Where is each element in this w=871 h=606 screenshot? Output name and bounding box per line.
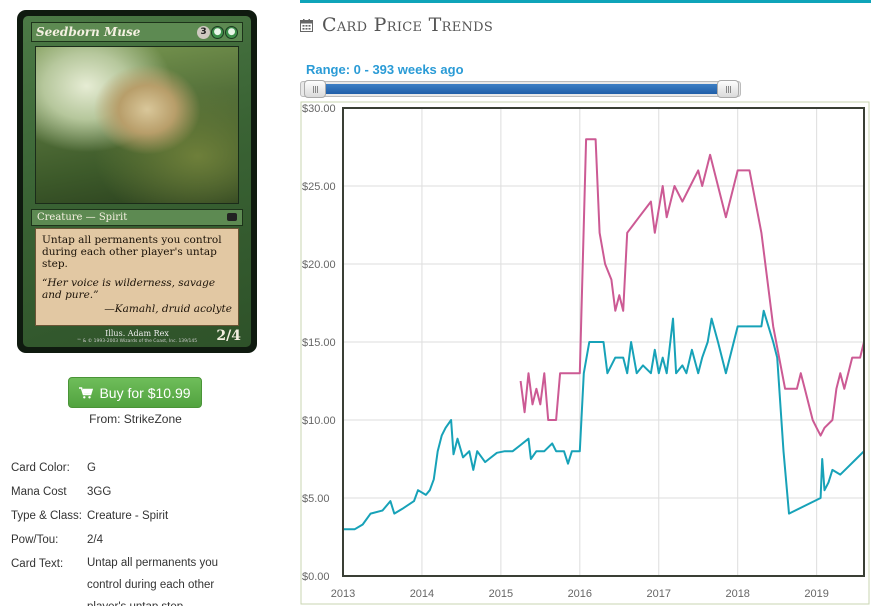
y-tick-label: $5.00: [302, 493, 330, 505]
buy-button-label: Buy for $10.99: [99, 384, 191, 401]
card-details-viewport: Card Color: G Mana Cost 3GG Type & Class…: [0, 450, 271, 606]
detail-row-color: Card Color: G: [11, 456, 261, 480]
card-rules-text: Untap all permanents you control during …: [42, 234, 222, 270]
x-tick-label: 2016: [568, 588, 592, 600]
x-tick-label: 2019: [804, 588, 828, 600]
card-frame: Seedborn Muse 3 ● ● Creature — Spirit Un…: [23, 16, 251, 347]
range-label: Range: 0 - 393 weeks ago: [306, 62, 464, 77]
card-illustrator: Illus. Adam Rex: [105, 329, 169, 338]
set-symbol-icon: [227, 213, 237, 221]
range-slider[interactable]: [300, 80, 741, 98]
card-image: Seedborn Muse 3 ● ● Creature — Spirit Un…: [17, 10, 257, 353]
y-tick-label: $15.00: [302, 337, 336, 349]
plot-border: [342, 107, 865, 577]
green-mana-icon: ●: [211, 25, 224, 39]
y-tick-label: $10.00: [302, 415, 336, 427]
detail-label: Mana Cost: [11, 486, 67, 498]
card-type-line: Creature — Spirit: [31, 209, 243, 226]
detail-label: Type & Class:: [11, 510, 82, 522]
detail-row-pow-tou: Pow/Tou: 2/4: [11, 528, 261, 552]
x-tick-label: 2014: [410, 588, 434, 600]
generic-mana-icon: 3: [197, 25, 210, 39]
x-tick-label: 2015: [489, 588, 513, 600]
x-tick-label: 2013: [331, 588, 355, 600]
x-tick-label: 2018: [725, 588, 749, 600]
y-tick-label: $0.00: [302, 571, 330, 583]
range-slider-fill: [315, 84, 728, 94]
price-chart-svg: $0.00 $5.00 $10.00 $15.00 $20.00 $25.00 $30.00…: [300, 101, 870, 605]
price-trends-header: Card Price Trends: [300, 14, 493, 36]
detail-row-type: Type & Class: Creature - Spirit: [11, 504, 261, 528]
y-tick-label: $25.00: [302, 181, 336, 193]
card-flavor-text: “Her voice is wilderness, savage and pur…: [42, 277, 216, 301]
y-tick-label: $20.00: [302, 259, 336, 271]
detail-label: Pow/Tou:: [11, 534, 59, 546]
detail-row-mana-cost: Mana Cost 3GG: [11, 480, 261, 504]
card-type-text: Creature — Spirit: [37, 212, 128, 223]
card-text-box: Untap all permanents you control during …: [35, 228, 239, 326]
card-details: Card Color: G Mana Cost 3GG Type & Class…: [11, 456, 261, 606]
card-flavor-attribution: —Kamahl, druid acolyte: [104, 303, 232, 315]
price-series-line-1: [343, 309, 865, 531]
price-chart: $0.00 $5.00 $10.00 $15.00 $20.00 $25.00 $30.00…: [300, 101, 871, 606]
y-tick-label: $30.00: [302, 103, 336, 115]
shopping-cart-icon: [79, 386, 94, 398]
seller-name: From: StrikeZone: [89, 412, 182, 426]
detail-value: Creature - Spirit: [87, 510, 169, 522]
detail-value: 2/4: [87, 534, 103, 546]
page-title: Card Price Trends: [322, 14, 494, 36]
range-slider-handle-start[interactable]: [304, 80, 326, 98]
card-copyright: ™ & © 1993-2003 Wizards of the Coast, In…: [76, 339, 198, 344]
detail-value: G: [87, 462, 96, 474]
range-slider-handle-end[interactable]: [717, 80, 739, 98]
detail-value: Untap all permanents you control during …: [87, 557, 219, 606]
calendar-icon: [300, 18, 313, 32]
detail-label: Card Color:: [11, 462, 70, 474]
card-power-toughness: 2/4: [216, 328, 241, 344]
x-tick-label: 2017: [647, 588, 671, 600]
detail-value: 3GG: [87, 486, 112, 498]
green-mana-icon: ●: [225, 25, 238, 39]
detail-row-card-text: Card Text: Untap all permanents you cont…: [11, 552, 261, 606]
detail-label: Card Text:: [11, 558, 64, 570]
card-name: Seedborn Muse: [36, 25, 141, 39]
price-series-line-2: [519, 138, 865, 437]
header-accent-rule: [300, 0, 871, 3]
card-artwork: [35, 46, 239, 204]
mana-cost-symbols: 3 ● ●: [197, 25, 238, 39]
buy-button[interactable]: Buy for $10.99: [68, 377, 202, 408]
card-title-bar: Seedborn Muse 3 ● ●: [31, 22, 243, 42]
